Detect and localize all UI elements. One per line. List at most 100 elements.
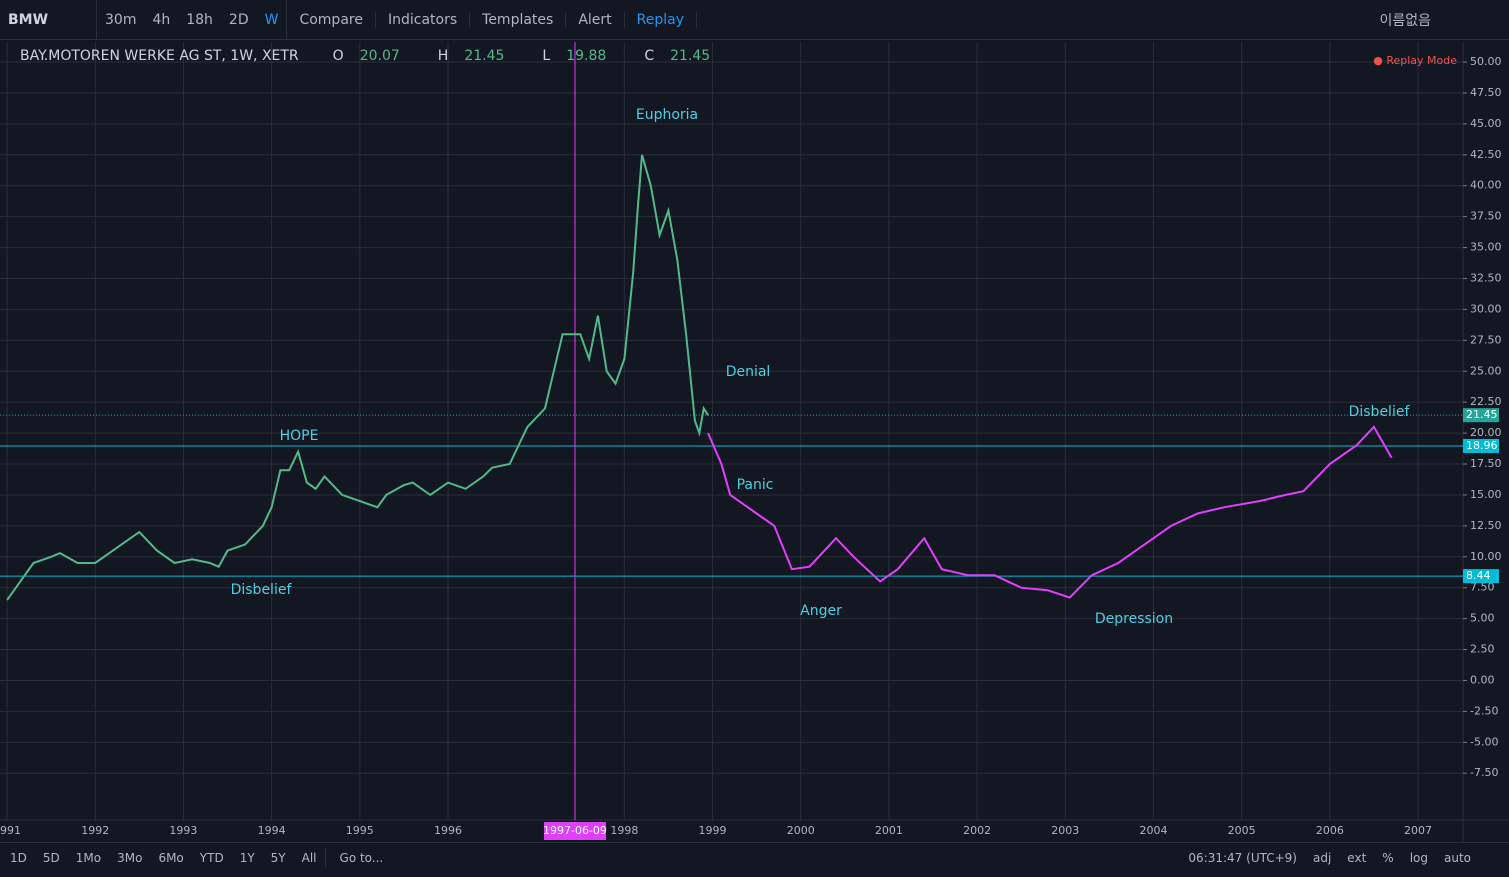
legend-title: BAY.MOTOREN WERKE AG ST, 1W, XETR <box>20 48 299 64</box>
annotation: Denial <box>726 364 771 380</box>
x-tick-label: 2006 <box>1316 824 1344 837</box>
x-tick-label: 1995 <box>346 824 374 837</box>
goto[interactable]: Go to... <box>339 850 384 865</box>
x-tick-label: 2000 <box>787 824 815 837</box>
options: adj ext% log auto <box>1305 851 1479 865</box>
x-tick-label: 2005 <box>1228 824 1256 837</box>
toolbar-button[interactable]: Alert <box>566 11 625 28</box>
x-tick-label: 1996 <box>434 824 462 837</box>
option-button[interactable]: log <box>1409 850 1428 865</box>
series-line <box>707 425 1393 599</box>
layout-name[interactable]: 이름없음 <box>1379 12 1431 29</box>
price-label: 8.44 <box>1466 569 1491 582</box>
y-tick-label: 15.00 <box>1470 488 1502 501</box>
legend: BAY.MOTOREN WERKE AG ST, 1W, XETR O 20.07… <box>20 48 726 64</box>
y-tick-label: 30.00 <box>1470 302 1502 315</box>
y-tick-label: 10.00 <box>1470 550 1502 563</box>
y-tick-label: 25.00 <box>1470 364 1502 377</box>
x-tick-label: 1991 <box>0 824 21 837</box>
option-button[interactable]: % <box>1382 850 1394 865</box>
y-tick-label: 12.50 <box>1470 519 1502 532</box>
interval[interactable]: 2D <box>228 11 249 28</box>
y-tick-label: 45.00 <box>1470 117 1502 130</box>
ohlc-label: H <box>437 48 449 64</box>
range-button[interactable]: 1Y <box>239 850 255 865</box>
range-button[interactable]: 5D <box>42 850 60 865</box>
x-tick-label: 2007 <box>1404 824 1432 837</box>
range-button[interactable]: 1D <box>10 850 27 865</box>
x-tick-label: 1999 <box>699 824 727 837</box>
toolbar-button[interactable]: Replay <box>625 11 698 28</box>
range-button[interactable]: YTD <box>199 850 224 865</box>
interval[interactable]: 4h <box>152 11 171 28</box>
crosshair-label: 1997-06-09 <box>543 824 607 837</box>
price-label: 21.45 <box>1466 408 1498 421</box>
x-tick-label: 1992 <box>81 824 109 837</box>
toolbar-button[interactable]: Indicators <box>376 11 471 28</box>
interval[interactable]: 18h <box>186 11 213 28</box>
crosshair-label-box <box>543 822 606 840</box>
y-tick-label: -7.50 <box>1470 766 1498 779</box>
symbol[interactable]: BMW <box>8 11 49 28</box>
y-tick-label: 20.00 <box>1470 426 1502 439</box>
option-button[interactable]: auto <box>1443 850 1471 865</box>
interval[interactable]: 30m <box>105 11 137 28</box>
y-tick-label: 5.00 <box>1470 612 1495 625</box>
bottom-bar: 1D 5D 1Mo 3Mo 6Mo YTD 1Y 5Y All Go to... 06:31:4… <box>0 842 1509 872</box>
ohlc-value: 21.45 <box>670 48 711 64</box>
annotation: HOPE <box>280 428 319 444</box>
ohlc-item: C 21.45 <box>628 48 726 64</box>
y-tick-label: 50.00 <box>1470 55 1502 68</box>
option-button[interactable]: ext <box>1347 850 1367 865</box>
intervals: 30m 4h 18h 2D W <box>97 12 286 28</box>
y-tick-label: 22.50 <box>1470 395 1502 408</box>
range-button[interactable]: 5Y <box>270 850 286 865</box>
annotation: Euphoria <box>636 107 698 123</box>
price-label-box <box>1463 438 1499 453</box>
annotation: Depression <box>1095 611 1173 627</box>
buttons: Compare Indicators Templates Alert Replay <box>287 11 698 28</box>
x-tick-label: 2004 <box>1139 824 1167 837</box>
y-tick-label: -2.50 <box>1470 704 1498 717</box>
option-button[interactable]: adj <box>1312 850 1332 865</box>
range-button[interactable]: 1Mo <box>75 850 102 865</box>
ohlc-item: L 19.88 <box>526 48 622 64</box>
annotation: Anger <box>800 603 842 619</box>
y-tick-label: 27.50 <box>1470 333 1502 346</box>
replay-mode: ● Replay Mode <box>1373 54 1457 67</box>
ohlc-value: 19.88 <box>566 48 607 64</box>
y-tick-label: 0.00 <box>1470 673 1495 686</box>
x-tick-label: 2002 <box>963 824 991 837</box>
y-tick-label: -5.00 <box>1470 735 1498 748</box>
annotation: Disbelief <box>231 582 293 598</box>
ohlc-label: C <box>644 48 655 64</box>
ranges: 1D 5D 1Mo 3Mo 6Mo YTD 1Y 5Y All <box>0 851 325 865</box>
separator <box>286 0 288 40</box>
range-button[interactable]: 3Mo <box>117 850 143 865</box>
y-tick-label: 40.00 <box>1470 179 1502 192</box>
ohlc-item: O 20.07 <box>317 48 416 64</box>
toolbar-button[interactable]: Templates <box>470 11 567 28</box>
x-tick-label: 2003 <box>1051 824 1079 837</box>
replay-mode-label: Replay Mode <box>1386 54 1457 67</box>
y-tick-label: 47.50 <box>1470 86 1502 99</box>
interval[interactable]: W <box>264 11 279 28</box>
range-button[interactable]: 6Mo <box>158 850 184 865</box>
ohlc-value: 21.45 <box>464 48 505 64</box>
ohlc-label: L <box>542 48 551 64</box>
x-tick-label: 2001 <box>875 824 903 837</box>
range-button[interactable]: All <box>301 850 317 865</box>
annotation: Panic <box>737 477 774 493</box>
ohlc-item: H 21.45 <box>422 48 521 64</box>
separator <box>96 0 97 40</box>
toolbar: BMW 30m 4h 18h 2D W Compare Indicators Templat… <box>0 0 1509 40</box>
y-tick-label: 35.00 <box>1470 241 1502 254</box>
x-tick-label: 1993 <box>169 824 197 837</box>
x-tick-label: 1994 <box>258 824 286 837</box>
price-label: 18.96 <box>1466 439 1498 452</box>
toolbar-button[interactable]: Compare <box>287 11 376 28</box>
y-tick-label: 42.50 <box>1470 148 1502 161</box>
price-label-box <box>1463 569 1499 584</box>
